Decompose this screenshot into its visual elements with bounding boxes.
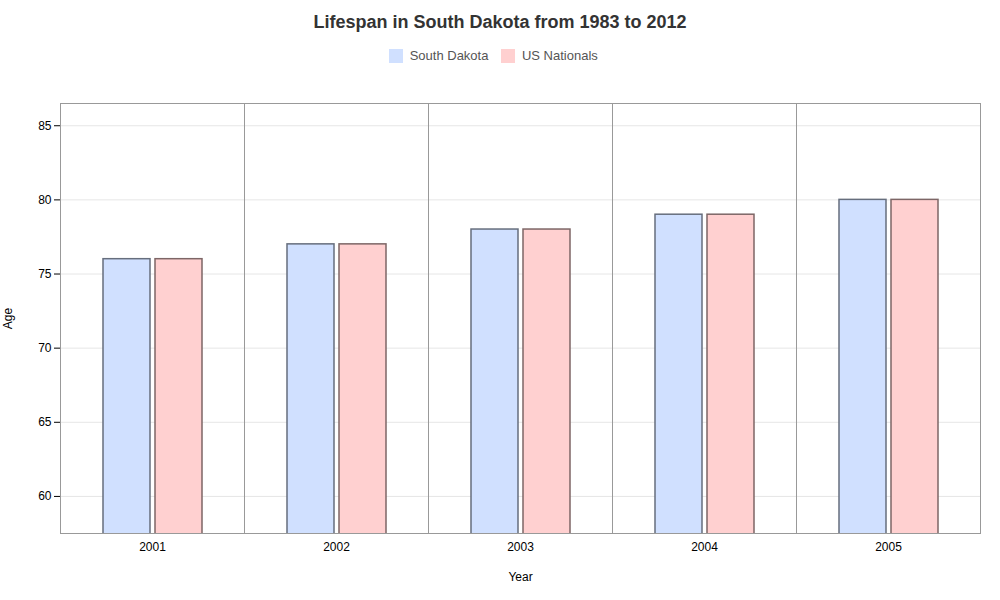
svg-text:65: 65: [38, 415, 52, 429]
html-text:Lifespan in South Dakota from: Lifespan in South Dakota from 1983 to 20…: [313, 12, 687, 32]
svg-text:Year: Year: [508, 569, 532, 583]
svg-text:2005: 2005: [875, 540, 902, 554]
svg-text:2003: 2003: [507, 540, 534, 554]
svg-text:85: 85: [38, 118, 52, 132]
svg-text:70: 70: [38, 340, 52, 354]
svg-text:2002: 2002: [323, 540, 350, 554]
svg-text:80: 80: [38, 192, 52, 206]
svg-text:2004: 2004: [691, 540, 718, 554]
html-text:South Dakota: South Dakota: [409, 48, 489, 63]
svg-text:2001: 2001: [139, 540, 166, 554]
svg-text:Age: Age: [1, 307, 15, 329]
html-text:US Nationals: US Nationals: [522, 48, 598, 63]
svg-text:60: 60: [38, 489, 52, 503]
svg-text:75: 75: [38, 266, 52, 280]
